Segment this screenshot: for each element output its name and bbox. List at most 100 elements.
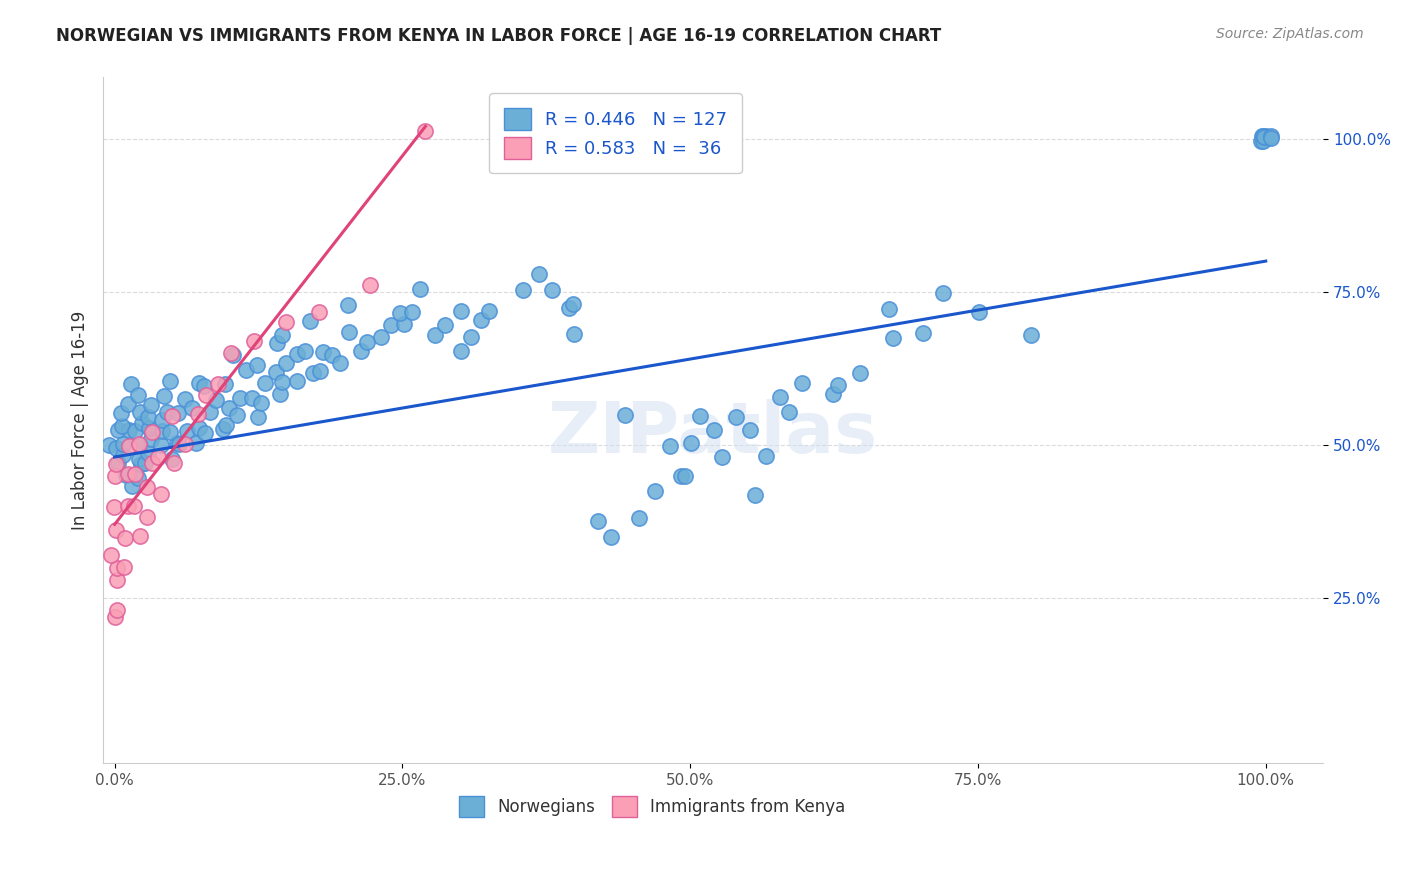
Point [194, 425, 217, 440]
Point [470, 313, 492, 327]
Point [105, 561, 128, 575]
Point [138, 420, 160, 434]
Point [128, 529, 150, 543]
Point [1251, 135, 1274, 149]
Point [184, 436, 207, 450]
Point [681, 436, 703, 450]
Point [129, 405, 152, 419]
Point [98, 437, 121, 451]
Point [350, 343, 373, 358]
Point [308, 364, 330, 378]
Point [912, 326, 935, 341]
Point [117, 397, 139, 411]
Point [124, 467, 146, 482]
Point [336, 298, 359, 312]
Point [1256, 128, 1278, 143]
Point [120, 376, 142, 391]
Point [173, 437, 195, 451]
Point [359, 278, 381, 293]
Point [111, 448, 134, 462]
Point [738, 423, 761, 437]
Point [882, 331, 904, 345]
Point [264, 365, 287, 379]
Point [744, 488, 766, 502]
Point [450, 344, 472, 359]
Point [180, 401, 202, 416]
Point [778, 405, 800, 419]
Point [215, 417, 238, 432]
Point [139, 398, 162, 412]
Point [274, 315, 297, 329]
Point [460, 330, 482, 344]
Point [274, 356, 297, 370]
Point [105, 574, 128, 588]
Point [703, 424, 725, 438]
Point [285, 346, 308, 360]
Point [112, 560, 135, 574]
Point [329, 356, 352, 370]
Point [229, 391, 252, 405]
Point [159, 375, 181, 389]
Point [198, 405, 221, 419]
Point [141, 432, 163, 446]
Point [121, 479, 143, 493]
Point [967, 305, 990, 319]
Point [110, 406, 132, 420]
Point [245, 358, 267, 372]
Point [134, 456, 156, 470]
Point [104, 468, 127, 483]
Point [195, 388, 218, 402]
Point [167, 407, 190, 421]
Point [226, 408, 249, 422]
Point [1253, 129, 1275, 144]
Point [129, 457, 152, 471]
Text: NORWEGIAN VS IMMIGRANTS FROM KENYA IN LABOR FORCE | AGE 16-19 CORRELATION CHART: NORWEGIAN VS IMMIGRANTS FROM KENYA IN LA… [56, 27, 942, 45]
Point [755, 450, 778, 464]
Point [149, 438, 172, 452]
Point [222, 348, 245, 362]
Point [541, 283, 564, 297]
Point [205, 392, 228, 407]
Point [188, 376, 211, 391]
Point [1251, 129, 1274, 144]
Point [271, 328, 294, 343]
Point [434, 318, 457, 332]
Point [211, 422, 233, 436]
Point [150, 487, 173, 501]
Point [285, 374, 308, 388]
Point [138, 409, 160, 424]
Point [243, 334, 266, 349]
Point [370, 330, 392, 344]
Point [166, 435, 188, 450]
Point [356, 334, 378, 349]
Point [1251, 128, 1274, 143]
Point [159, 425, 181, 439]
Point [564, 327, 586, 342]
Point [187, 421, 209, 435]
Point [131, 416, 153, 430]
Point [128, 452, 150, 467]
Point [218, 401, 240, 416]
Point [153, 390, 176, 404]
Point [302, 366, 325, 380]
Point [117, 439, 139, 453]
Point [312, 345, 335, 359]
Point [388, 306, 411, 320]
Point [148, 450, 170, 464]
Point [129, 438, 152, 452]
Point [450, 303, 472, 318]
Point [107, 423, 129, 437]
Point [104, 457, 127, 471]
Point [877, 302, 900, 317]
Point [152, 424, 174, 438]
Point [117, 467, 139, 482]
Point [599, 530, 621, 544]
Point [669, 469, 692, 483]
Point [1260, 128, 1282, 143]
Point [848, 366, 870, 380]
Point [187, 407, 209, 421]
Point [141, 456, 163, 470]
Point [392, 318, 415, 332]
Point [174, 392, 197, 406]
Point [401, 304, 423, 318]
